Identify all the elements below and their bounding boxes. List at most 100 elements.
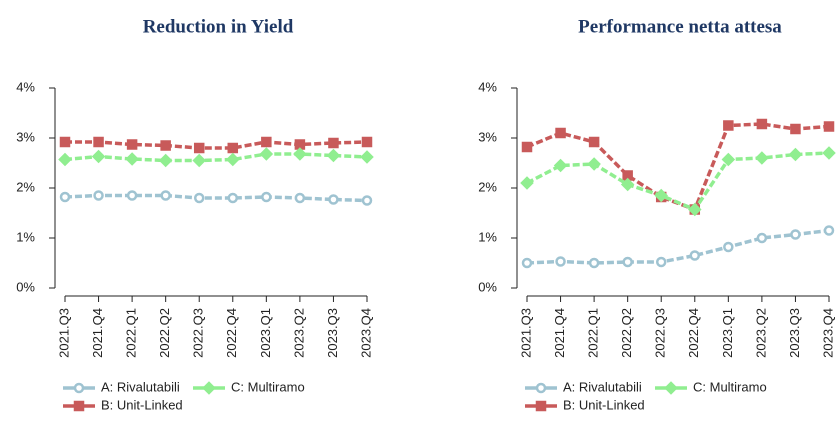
data-point xyxy=(790,229,801,240)
data-point xyxy=(227,142,239,154)
data-point xyxy=(59,136,71,148)
data-point xyxy=(588,136,600,148)
data-point xyxy=(361,195,373,206)
x-tick-label: 2023.Q2 xyxy=(291,308,306,358)
data-point xyxy=(261,136,272,148)
x-tick-label: 2021.Q3 xyxy=(56,308,71,358)
legend-label: C: Multiramo xyxy=(693,379,767,394)
data-point xyxy=(93,190,104,201)
series-line xyxy=(526,228,830,265)
legend-marker xyxy=(202,381,216,395)
data-point xyxy=(193,142,205,154)
series-line xyxy=(526,151,830,212)
data-point xyxy=(58,152,72,167)
series-line xyxy=(526,122,830,212)
x-tick-label: 2023.Q3 xyxy=(787,308,802,358)
x-tick-label: 2022.Q4 xyxy=(686,308,701,358)
data-point xyxy=(723,241,734,253)
x-tick-label: 2023.Q4 xyxy=(358,308,373,358)
x-tick-label: 2022.Q4 xyxy=(224,308,239,358)
y-tick-label: 0% xyxy=(478,279,497,294)
legend-label: A: Rivalutabili xyxy=(101,379,180,394)
data-point xyxy=(553,158,568,173)
y-tick-label: 4% xyxy=(16,79,35,94)
data-point xyxy=(622,256,633,268)
data-point xyxy=(126,139,138,150)
chart: Reduction in Yield 0% 1% 2% 3% 4% 2021.Q3 2021.… xyxy=(16,16,374,412)
data-point xyxy=(723,120,734,131)
chart: Performance netta attesa 0% 1% 2% 3% 4% 2021.Q… xyxy=(478,16,836,412)
data-point xyxy=(261,191,272,203)
x-tick-label: 2022.Q1 xyxy=(124,308,139,358)
data-point xyxy=(822,146,836,160)
data-point xyxy=(823,121,835,132)
x-tick-label: 2023.Q1 xyxy=(720,308,735,358)
x-tick-label: 2023.Q3 xyxy=(325,308,340,358)
data-point xyxy=(555,127,566,139)
data-point xyxy=(328,194,339,205)
data-point xyxy=(655,256,667,268)
x-tick-label: 2021.Q3 xyxy=(518,308,533,358)
data-point xyxy=(654,188,668,203)
data-point xyxy=(620,177,635,192)
data-point xyxy=(688,202,702,217)
data-point xyxy=(721,152,736,167)
x-tick-label: 2023.Q2 xyxy=(753,308,768,358)
data-point xyxy=(59,191,71,203)
data-point xyxy=(756,232,768,244)
data-point xyxy=(360,150,374,164)
data-point xyxy=(293,147,307,161)
data-point xyxy=(93,136,104,148)
x-tick-label: 2022.Q2 xyxy=(619,308,634,358)
data-point xyxy=(788,147,803,162)
data-point xyxy=(193,192,205,204)
x-tick-label: 2022.Q3 xyxy=(653,308,668,358)
x-tick-label: 2021.Q4 xyxy=(552,308,567,358)
x-tick-label: 2022.Q3 xyxy=(191,308,206,358)
legend-marker xyxy=(535,400,547,412)
x-tick-label: 2022.Q2 xyxy=(157,308,172,358)
data-point xyxy=(790,123,801,135)
data-point xyxy=(689,250,701,261)
y-tick-label: 2% xyxy=(16,179,35,194)
data-point xyxy=(226,152,240,167)
y-tick-label: 1% xyxy=(16,229,35,244)
data-point xyxy=(192,153,206,168)
data-point xyxy=(160,140,171,151)
data-point xyxy=(259,147,274,161)
chart-title: Performance netta attesa xyxy=(578,16,782,37)
y-tick-label: 2% xyxy=(478,179,497,194)
legend-label: B: Unit-Linked xyxy=(101,397,183,412)
data-point xyxy=(755,151,769,165)
x-tick-label: 2022.Q1 xyxy=(586,308,601,358)
series-line xyxy=(64,152,368,163)
data-point xyxy=(520,176,534,190)
legend-label: B: Unit-Linked xyxy=(563,397,645,412)
data-point xyxy=(361,136,373,148)
x-tick-label: 2021.Q4 xyxy=(90,308,105,358)
data-point xyxy=(555,256,566,267)
data-point xyxy=(294,192,306,204)
data-point xyxy=(125,152,139,166)
x-tick-label: 2023.Q4 xyxy=(820,308,835,358)
y-tick-label: 1% xyxy=(478,229,497,244)
y-tick-label: 4% xyxy=(478,79,497,94)
y-tick-label: 3% xyxy=(478,129,497,144)
legend-marker xyxy=(73,382,85,394)
data-point xyxy=(588,257,600,269)
data-point xyxy=(227,192,239,204)
data-point xyxy=(160,190,171,201)
data-point xyxy=(126,190,138,201)
y-tick-label: 3% xyxy=(16,129,35,144)
x-tick-label: 2023.Q1 xyxy=(258,308,273,358)
data-point xyxy=(823,225,835,236)
legend-label: A: Rivalutabili xyxy=(563,379,642,394)
legend-marker xyxy=(535,382,547,394)
data-point xyxy=(587,157,601,171)
data-point xyxy=(756,118,768,130)
legend-marker xyxy=(73,400,85,412)
data-point xyxy=(158,153,173,168)
data-point xyxy=(521,141,533,153)
y-tick-label: 0% xyxy=(16,279,35,294)
